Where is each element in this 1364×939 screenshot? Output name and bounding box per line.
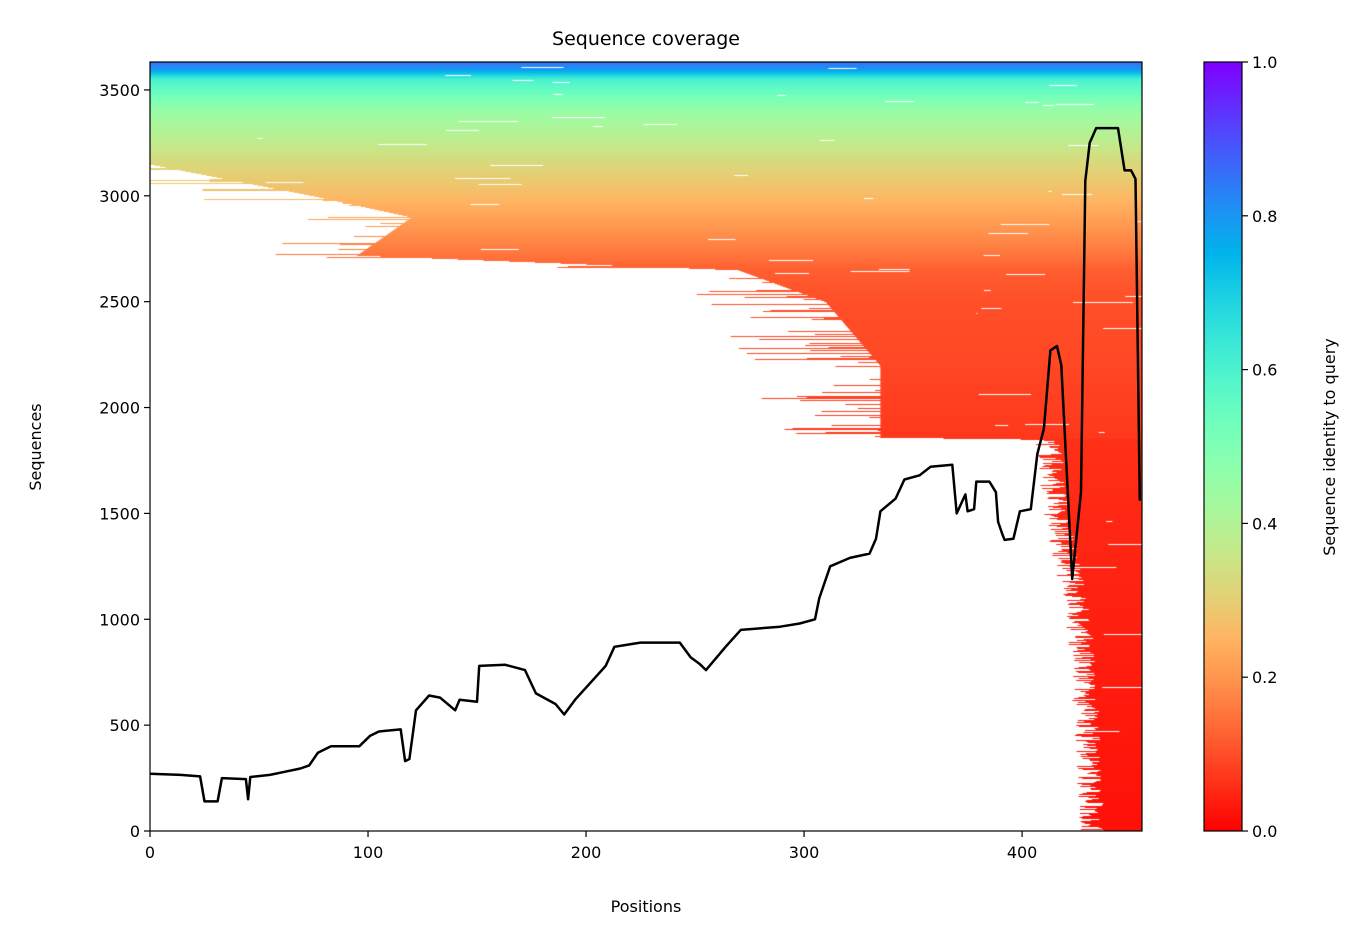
y-tick-label: 1500 bbox=[99, 504, 140, 523]
coverage-heatmap bbox=[150, 62, 1142, 831]
x-tick-label: 0 bbox=[145, 843, 155, 862]
colorbar-tick-label: 0.0 bbox=[1252, 822, 1277, 841]
x-tick-label: 300 bbox=[789, 843, 820, 862]
y-tick-label: 3500 bbox=[99, 81, 140, 100]
colorbar-label: Sequence identity to query bbox=[1320, 338, 1339, 555]
colorbar-tick-label: 0.2 bbox=[1252, 668, 1277, 687]
plot-frame bbox=[149, 61, 1143, 832]
y-tick-label: 0 bbox=[130, 822, 140, 841]
x-tick-label: 200 bbox=[571, 843, 602, 862]
colorbar-frame bbox=[1203, 61, 1243, 832]
chart-title: Sequence coverage bbox=[552, 28, 740, 50]
y-tick-label: 2500 bbox=[99, 293, 140, 312]
y-tick-label: 2000 bbox=[99, 399, 140, 418]
y-axis-label: Sequences bbox=[26, 403, 45, 490]
colorbar-tick-label: 1.0 bbox=[1252, 53, 1277, 72]
colorbar-tick-label: 0.8 bbox=[1252, 207, 1277, 226]
x-tick-label: 400 bbox=[1007, 843, 1038, 862]
colorbar-tick-label: 0.4 bbox=[1252, 514, 1277, 533]
y-tick-label: 1000 bbox=[99, 610, 140, 629]
colorbar-tick-label: 0.6 bbox=[1252, 361, 1277, 380]
x-axis-label: Positions bbox=[611, 897, 682, 916]
coverage-line bbox=[149, 126, 1142, 803]
colorbar-gradient bbox=[1204, 62, 1242, 831]
y-tick-label: 3000 bbox=[99, 187, 140, 206]
y-tick-label: 500 bbox=[109, 716, 140, 735]
x-tick-label: 100 bbox=[353, 843, 384, 862]
